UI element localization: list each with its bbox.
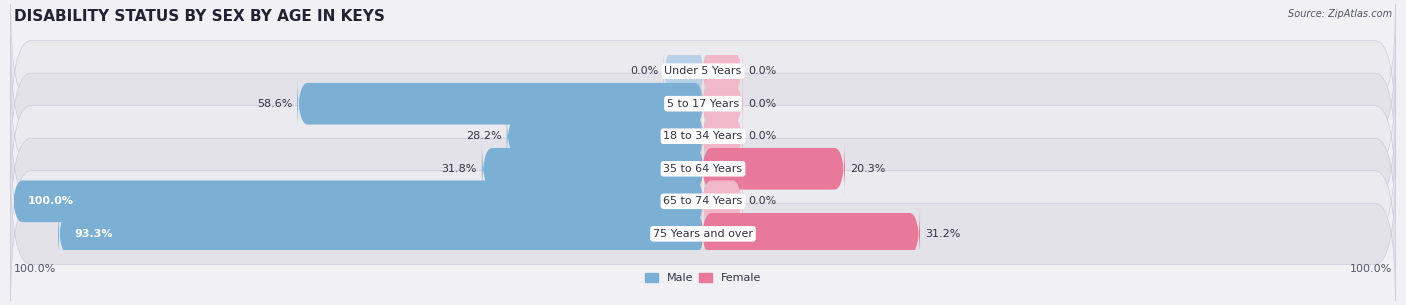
Text: 58.6%: 58.6% — [257, 99, 292, 109]
FancyBboxPatch shape — [702, 173, 742, 229]
Text: 31.2%: 31.2% — [925, 229, 960, 239]
Text: 0.0%: 0.0% — [630, 66, 658, 76]
Text: DISABILITY STATUS BY SEX BY AGE IN KEYS: DISABILITY STATUS BY SEX BY AGE IN KEYS — [14, 9, 385, 24]
Text: 100.0%: 100.0% — [14, 264, 56, 274]
Text: 35 to 64 Years: 35 to 64 Years — [664, 164, 742, 174]
FancyBboxPatch shape — [58, 206, 704, 262]
FancyBboxPatch shape — [13, 173, 704, 229]
Text: 18 to 34 Years: 18 to 34 Years — [664, 131, 742, 141]
FancyBboxPatch shape — [11, 102, 1395, 236]
FancyBboxPatch shape — [11, 37, 1395, 171]
Text: 93.3%: 93.3% — [75, 229, 112, 239]
FancyBboxPatch shape — [702, 141, 845, 197]
Text: 0.0%: 0.0% — [748, 131, 776, 141]
Text: Source: ZipAtlas.com: Source: ZipAtlas.com — [1288, 9, 1392, 19]
Text: 0.0%: 0.0% — [748, 99, 776, 109]
FancyBboxPatch shape — [702, 108, 742, 164]
FancyBboxPatch shape — [11, 167, 1395, 301]
FancyBboxPatch shape — [11, 4, 1395, 138]
Text: 75 Years and over: 75 Years and over — [652, 229, 754, 239]
FancyBboxPatch shape — [482, 141, 704, 197]
FancyBboxPatch shape — [702, 43, 742, 99]
Text: 0.0%: 0.0% — [748, 196, 776, 206]
Text: 31.8%: 31.8% — [441, 164, 477, 174]
FancyBboxPatch shape — [11, 134, 1395, 268]
Text: 0.0%: 0.0% — [748, 66, 776, 76]
Text: 100.0%: 100.0% — [28, 196, 75, 206]
Text: 28.2%: 28.2% — [467, 131, 502, 141]
Text: 20.3%: 20.3% — [849, 164, 886, 174]
FancyBboxPatch shape — [297, 76, 704, 132]
FancyBboxPatch shape — [506, 108, 704, 164]
FancyBboxPatch shape — [11, 69, 1395, 203]
Legend: Male, Female: Male, Female — [640, 268, 766, 288]
FancyBboxPatch shape — [702, 206, 920, 262]
Text: 5 to 17 Years: 5 to 17 Years — [666, 99, 740, 109]
FancyBboxPatch shape — [664, 43, 704, 99]
Text: Under 5 Years: Under 5 Years — [665, 66, 741, 76]
Text: 65 to 74 Years: 65 to 74 Years — [664, 196, 742, 206]
Text: 100.0%: 100.0% — [1350, 264, 1392, 274]
FancyBboxPatch shape — [702, 76, 742, 132]
